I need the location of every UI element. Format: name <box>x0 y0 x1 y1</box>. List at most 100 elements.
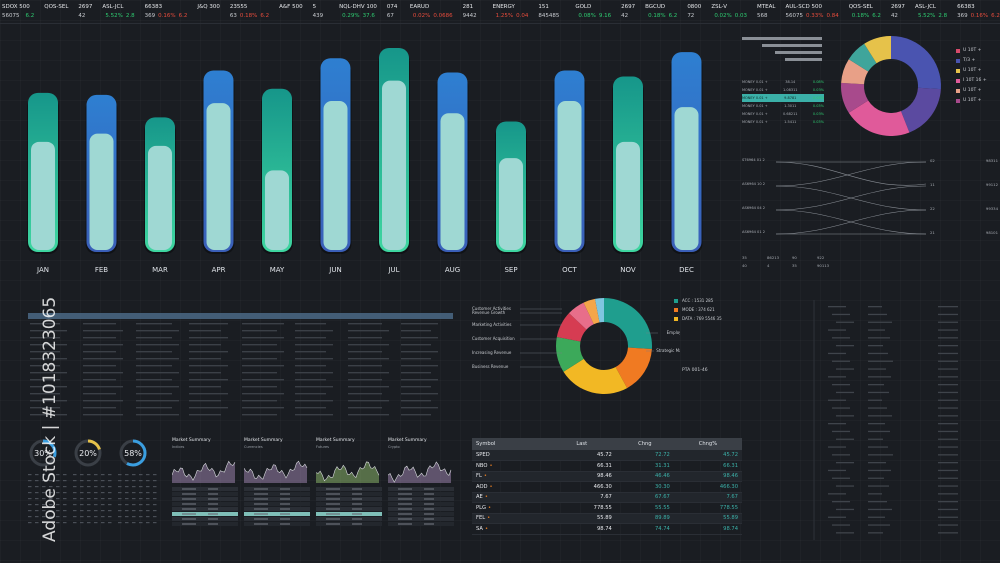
ticker-values: 0.08% 9.16 <box>575 12 611 21</box>
link-right-row: 21 98101 <box>930 230 998 235</box>
ticker-name: ASL-JCL <box>102 4 124 10</box>
ticker-item: ENERGY 1.25% 0.04 <box>493 3 529 20</box>
table-cell-placeholder <box>401 386 431 388</box>
ticker-item: 2697 42 <box>891 3 905 20</box>
last-cell: 778.55 <box>547 502 616 514</box>
dot-cell <box>63 522 67 524</box>
market-cell <box>254 498 268 500</box>
symbol-table-column-header: Chng% <box>673 438 742 450</box>
data-placeholder <box>828 516 846 518</box>
data-placeholder <box>938 415 958 417</box>
data-placeholder <box>868 345 883 347</box>
link-left-label: AS6964 10 2 <box>742 182 766 186</box>
data-placeholder <box>938 360 958 362</box>
table-cell-placeholder <box>136 379 172 381</box>
dot-cell <box>73 492 77 494</box>
money-change: 0.03% <box>812 96 824 100</box>
ticker-item: BGCUD 0.18% 6.2 <box>645 3 677 20</box>
dot-cell <box>139 510 143 512</box>
data-placeholder <box>938 516 958 518</box>
donut-callout-label: Customer Activities <box>472 306 511 311</box>
market-row <box>172 517 238 521</box>
symbol-table-column-header: Chng <box>615 438 674 450</box>
dot-cell <box>94 522 98 524</box>
table-row: AE • 7.67 67.67 7.67 <box>472 492 742 503</box>
dot-cell <box>94 516 98 518</box>
ticker-name: 66383 <box>957 4 975 10</box>
change-cell: 72.72 <box>615 450 674 461</box>
bar-inner <box>148 145 172 250</box>
money-row: MONEY 0.01 + 9.8781 0.03% <box>742 94 824 102</box>
market-cell <box>352 488 362 490</box>
data-placeholder <box>868 446 888 448</box>
table-cell-placeholder <box>83 414 123 416</box>
watermark-text: Adobe Stock | #1018323065 <box>40 296 60 542</box>
money-label: MONEY 0.01 + <box>742 104 768 108</box>
data-placeholder <box>938 329 958 331</box>
table-cell-placeholder <box>30 358 67 360</box>
ticker-name: J&Q 300 <box>197 4 220 10</box>
change-cell: 55.55 <box>615 502 674 514</box>
ticker-name: BGCUD <box>645 4 666 10</box>
dot-cell <box>153 492 157 494</box>
data-placeholder <box>938 462 958 464</box>
money-label: MONEY 0.01 + <box>742 88 768 92</box>
ticker-item: 23555 63 0.18% 6.2 <box>230 3 269 20</box>
ticker-value: 72 <box>687 13 695 19</box>
table-cell-placeholder <box>189 393 228 395</box>
link-right-code: 99112 <box>985 182 998 187</box>
bar-category-label: MAY <box>270 266 285 274</box>
data-placeholder <box>868 469 891 472</box>
market-summary-panel: Market Summary Indices <box>171 438 238 528</box>
donut-slice <box>864 36 891 64</box>
dot-cell <box>146 480 150 482</box>
data-placeholder <box>938 352 958 355</box>
table-cell-placeholder <box>136 337 172 339</box>
data-placeholder <box>828 376 846 378</box>
dot-cell <box>132 498 136 500</box>
mini-hbar <box>775 51 822 54</box>
bar-inner <box>499 158 523 250</box>
gauge-ring <box>119 439 147 467</box>
dot-cell <box>132 474 136 476</box>
link-left-label: AS6964 01 2 <box>742 230 766 234</box>
gauge-label: 30% <box>34 448 52 458</box>
market-row <box>316 497 382 501</box>
market-cell <box>182 513 196 515</box>
market-line <box>243 460 308 480</box>
ticker-name: MTEAL <box>757 4 776 10</box>
symbol-marker: • <box>487 515 491 522</box>
market-cell <box>254 493 268 495</box>
money-row: MONEY 0.01 + 1.08311 0.03% <box>742 86 824 94</box>
table-cell-placeholder <box>295 351 326 353</box>
legend-swatch <box>956 68 960 73</box>
dot-cell <box>146 510 150 512</box>
dot-cell <box>94 486 98 488</box>
market-cell <box>254 503 268 505</box>
market-cell <box>424 518 434 520</box>
table-row: FL • 98.46 46.46 98.46 <box>472 471 742 482</box>
dot-cell <box>118 474 122 476</box>
market-cell <box>398 523 412 525</box>
ticker-item: 281 9442 <box>463 3 483 20</box>
ticker-item: 2697 42 <box>78 3 92 20</box>
symbol-cell: AE • <box>472 492 548 503</box>
donut-callout-label: Marketing Activities <box>472 322 511 327</box>
ticker-delta: 0.0686 <box>433 13 453 19</box>
data-placeholder <box>868 438 883 440</box>
market-cell <box>398 493 412 495</box>
dot-cell <box>125 480 129 482</box>
table-cell-placeholder <box>401 407 438 409</box>
dot-cell <box>132 516 136 518</box>
dot-cell <box>118 480 122 482</box>
money-row: MONEY 0.01 + 1.5411 0.03% <box>742 118 824 126</box>
legend-label: U 10T + <box>963 88 982 93</box>
symbol-cell: FEL • <box>472 513 548 524</box>
data-placeholder <box>828 469 846 472</box>
donut-slice <box>563 358 628 394</box>
change-pct-cell: 7.67 <box>673 492 742 503</box>
table-cell-placeholder <box>136 393 172 395</box>
link-extra-value: 90 <box>792 255 797 260</box>
last-cell: 466.30 <box>547 481 616 493</box>
table-cell-placeholder <box>83 407 116 409</box>
